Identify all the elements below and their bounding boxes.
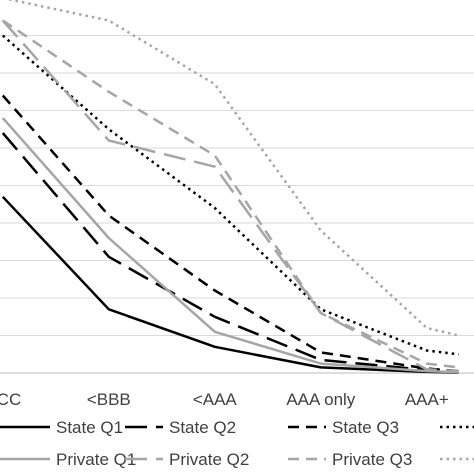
series-line-state-q3 [1, 94, 459, 373]
legend-label: State Q3 [332, 418, 399, 437]
x-tick-labels: CCC <BBB <AAA AAA only AAA+ [0, 390, 449, 409]
x-tick-label: AAA only [286, 390, 355, 409]
series-line-private-q3 [2, 19, 459, 369]
legend-label: State Q1 [56, 418, 123, 437]
x-tick-label: <BBB [87, 390, 131, 409]
series-lines [1, 0, 459, 374]
x-tick-label: CCC [0, 390, 21, 409]
series-line-private-q1 [1, 117, 459, 374]
legend-label: Private Q2 [169, 450, 249, 469]
x-tick-label: <AAA [193, 390, 238, 409]
legend-label: State Q2 [169, 418, 236, 437]
series-line-private-q4 [6, 0, 459, 337]
gridlines [0, 35, 474, 336]
x-tick-label: AAA+ [405, 390, 449, 409]
legend-label: Private Q1 [56, 450, 136, 469]
series-line-state-q4 [1, 34, 459, 356]
legend-label: Private Q3 [332, 450, 412, 469]
series-line-private-q2 [1, 19, 459, 373]
